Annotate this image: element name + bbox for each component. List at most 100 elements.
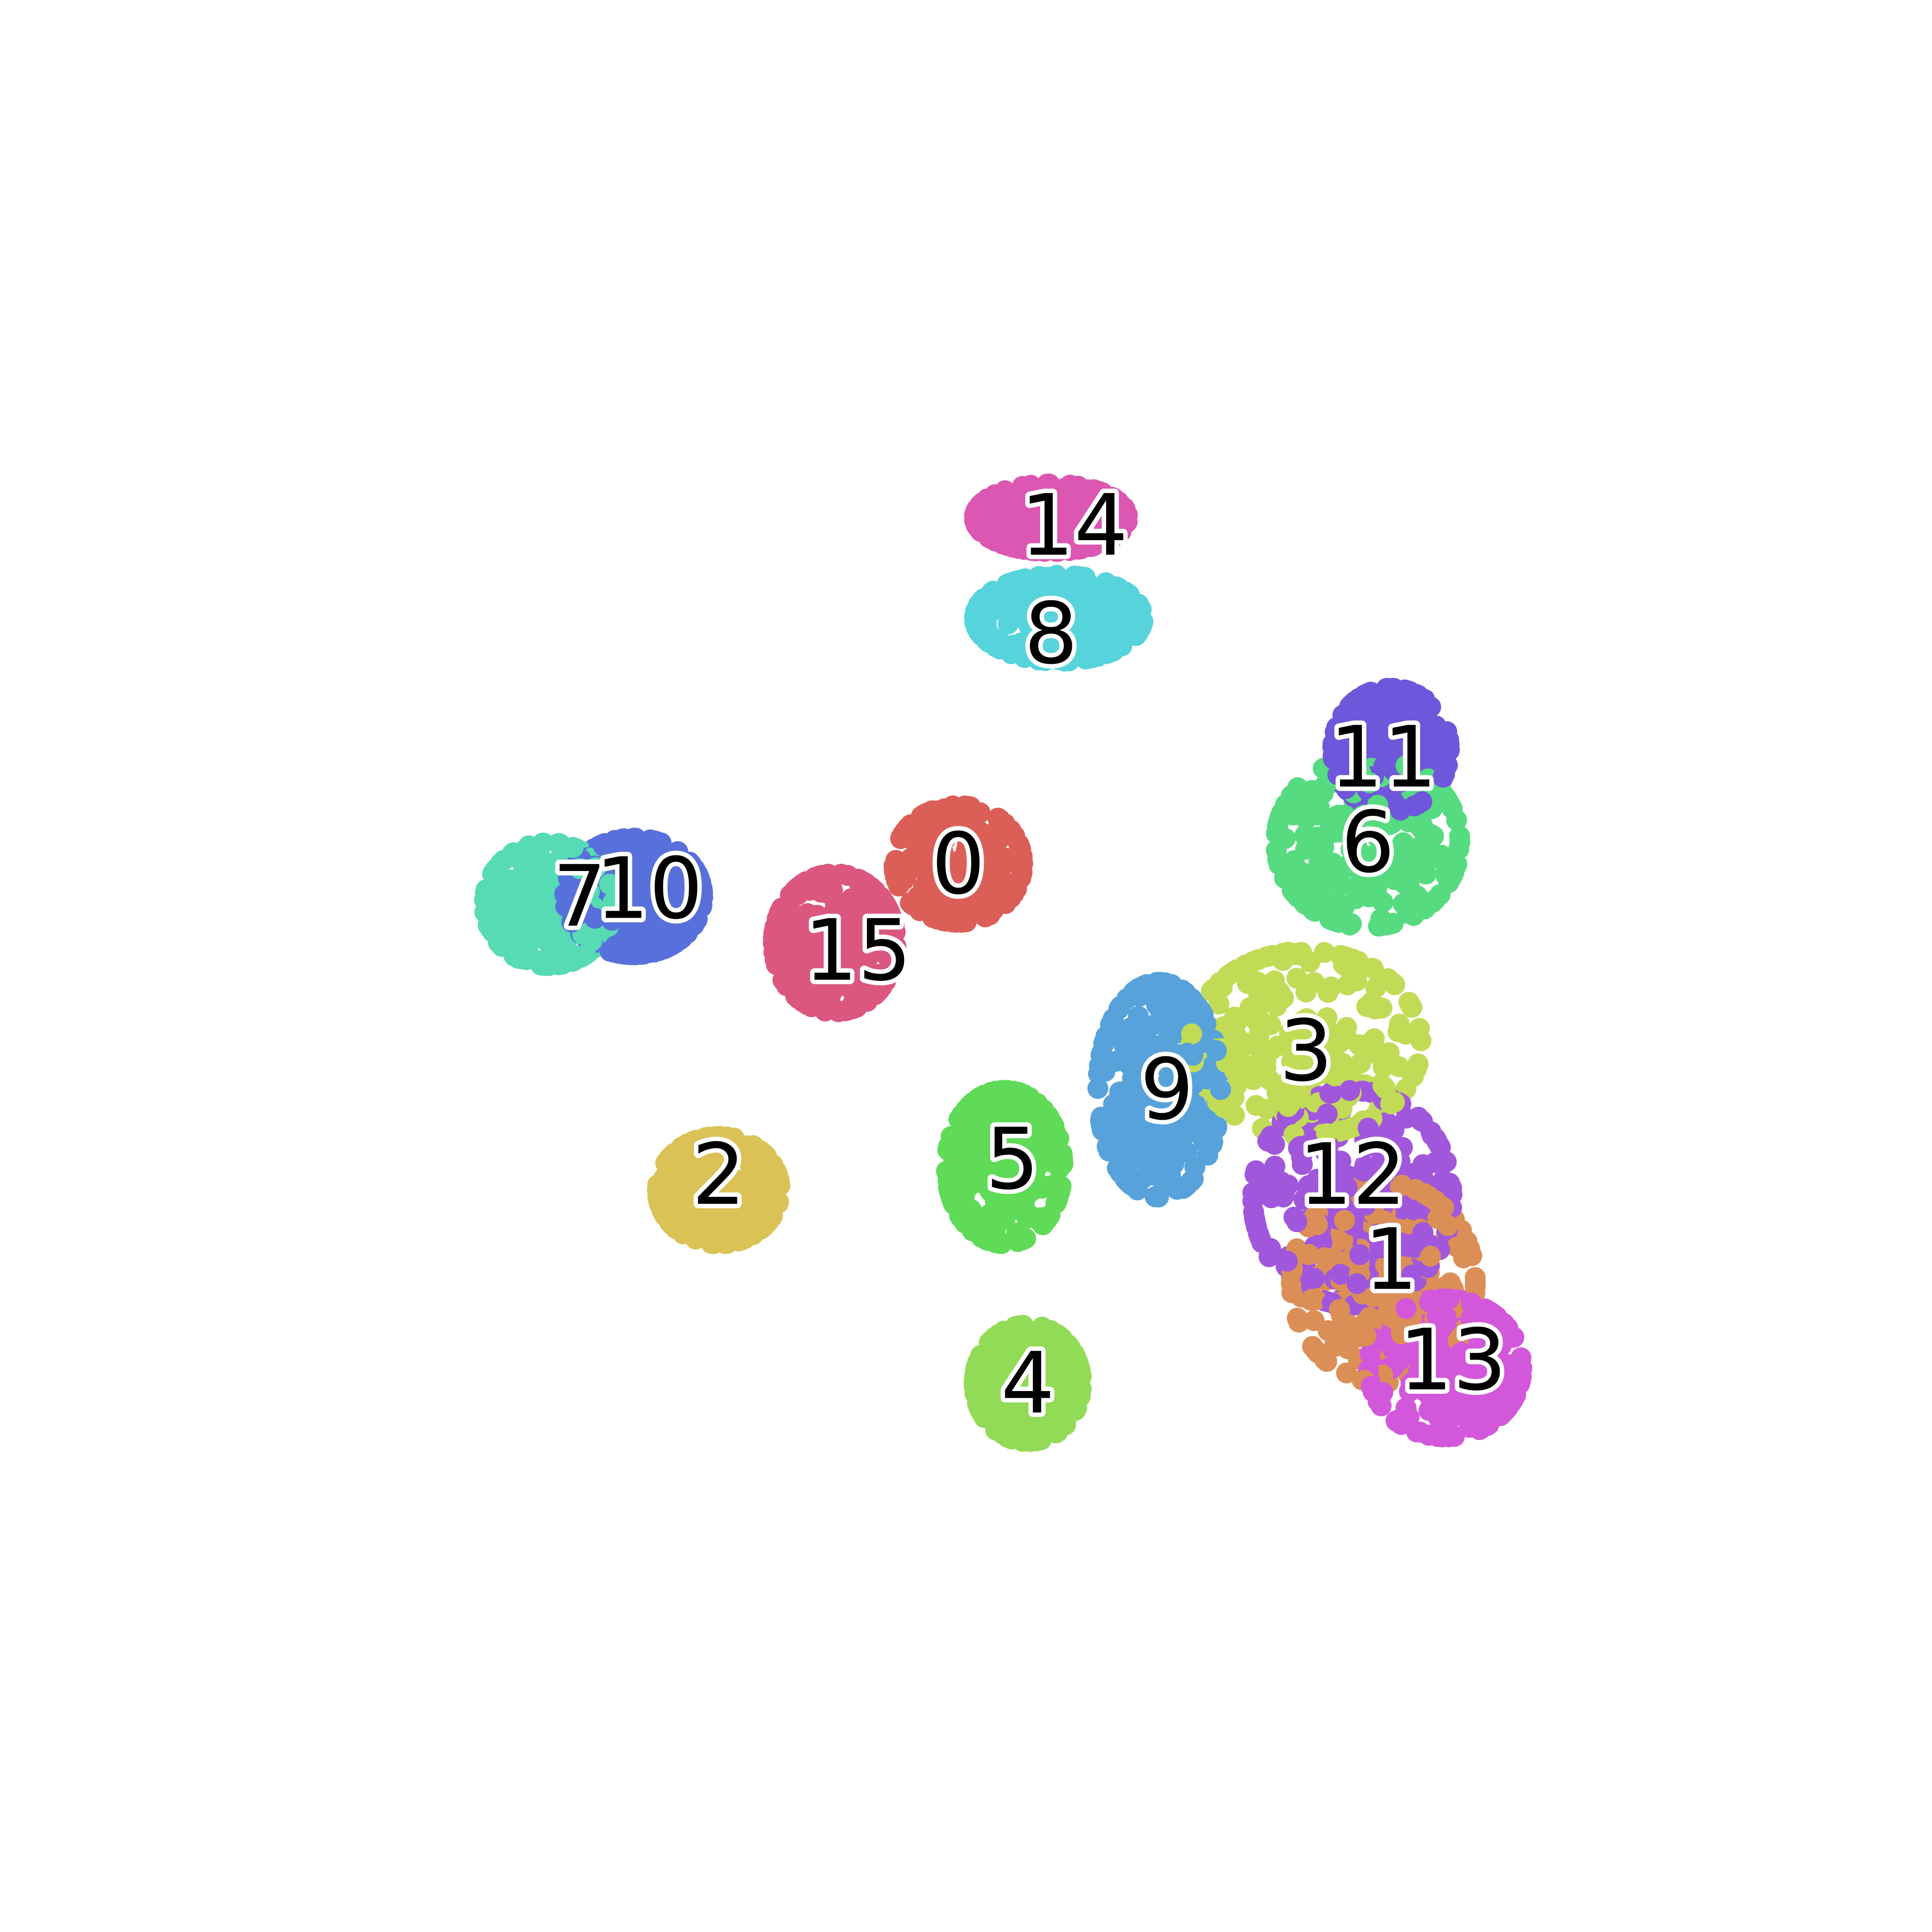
point-cluster-15 (828, 1001, 849, 1022)
point-cluster-3 (1362, 958, 1384, 979)
point-cluster-8 (964, 612, 985, 634)
point-cluster-2 (664, 1210, 685, 1230)
point-cluster-1 (1317, 1320, 1339, 1341)
point-cluster-14 (999, 535, 1020, 556)
point-cluster-3 (1336, 947, 1358, 968)
point-cluster-5 (1052, 1152, 1073, 1173)
cluster-label-5: 5 (985, 1110, 1039, 1209)
point-cluster-4 (1071, 1366, 1092, 1387)
point-cluster-1 (1314, 1247, 1335, 1268)
point-cluster-6 (1319, 908, 1340, 930)
point-cluster-1 (1405, 1179, 1426, 1200)
cluster-label-9: 9 (1140, 1040, 1194, 1139)
point-cluster-3 (1260, 1014, 1281, 1035)
cluster-label-6: 6 (1341, 793, 1395, 892)
point-cluster-10 (653, 938, 674, 960)
point-cluster-3 (1295, 981, 1317, 1003)
point-cluster-5 (1032, 1214, 1053, 1235)
point-cluster-0 (994, 813, 1016, 834)
point-cluster-3 (1278, 942, 1299, 963)
point-cluster-13 (1427, 1426, 1448, 1447)
point-cluster-3 (1365, 977, 1386, 999)
point-cluster-5 (1046, 1126, 1067, 1147)
point-cluster-5 (939, 1183, 961, 1205)
point-cluster-3 (1259, 1069, 1280, 1090)
point-cluster-9 (1166, 1179, 1188, 1200)
point-cluster-8 (997, 601, 1019, 622)
point-cluster-6 (1402, 902, 1423, 923)
point-cluster-0 (906, 834, 927, 856)
point-cluster-12 (1410, 1110, 1431, 1131)
point-cluster-6 (1449, 831, 1470, 852)
point-cluster-5 (974, 1228, 996, 1250)
point-cluster-8 (988, 629, 1009, 650)
point-cluster-3 (1401, 997, 1422, 1018)
point-cluster-6 (1425, 889, 1446, 910)
point-cluster-9 (1141, 1150, 1162, 1171)
cluster-label-13: 13 (1399, 1311, 1507, 1410)
cluster-label-14: 14 (1020, 476, 1128, 575)
point-cluster-4 (1026, 1430, 1047, 1451)
point-cluster-1 (1305, 1340, 1326, 1360)
point-cluster-6 (1299, 794, 1320, 815)
point-cluster-9 (1088, 1063, 1109, 1084)
point-cluster-14 (982, 493, 1003, 514)
point-cluster-5 (1015, 1228, 1036, 1249)
point-cluster-4 (970, 1401, 991, 1422)
point-cluster-8 (1075, 594, 1096, 615)
cluster-label-0: 0 (931, 815, 985, 913)
point-cluster-6 (1446, 809, 1467, 831)
point-cluster-13 (1510, 1368, 1532, 1389)
cluster-label-2: 2 (692, 1125, 746, 1224)
point-cluster-4 (1053, 1370, 1074, 1391)
point-cluster-12 (1257, 1131, 1278, 1152)
cluster-label-1: 1 (1364, 1210, 1418, 1309)
point-cluster-3 (1248, 985, 1269, 1006)
point-cluster-9 (1122, 1149, 1143, 1170)
point-cluster-9 (1127, 1179, 1148, 1201)
point-cluster-12 (1339, 1080, 1360, 1101)
point-cluster-3 (1317, 982, 1339, 1003)
point-cluster-12 (1249, 1227, 1270, 1248)
point-cluster-13 (1459, 1417, 1480, 1438)
point-cluster-10 (623, 936, 645, 958)
cluster-label-15: 15 (804, 901, 912, 1000)
point-cluster-13 (1419, 1291, 1440, 1313)
point-cluster-2 (728, 1230, 749, 1251)
point-cluster-3 (1372, 1075, 1393, 1096)
point-cluster-0 (909, 900, 931, 921)
point-cluster-3 (1213, 1097, 1234, 1118)
point-cluster-2 (657, 1150, 678, 1171)
cluster-label-12: 12 (1298, 1125, 1406, 1224)
point-cluster-15 (854, 872, 875, 893)
point-cluster-1 (1281, 1282, 1302, 1303)
point-cluster-11 (1399, 688, 1420, 710)
point-cluster-3 (1222, 962, 1244, 983)
cluster-label-4: 4 (1001, 1334, 1055, 1432)
point-cluster-6 (1295, 838, 1316, 860)
point-cluster-7 (482, 863, 503, 885)
point-cluster-12 (1304, 1267, 1325, 1289)
point-cluster-0 (911, 805, 932, 827)
point-cluster-0 (886, 870, 907, 892)
point-cluster-9 (1103, 1094, 1124, 1115)
point-cluster-12 (1261, 1187, 1282, 1208)
point-cluster-13 (1398, 1407, 1420, 1428)
point-cluster-12 (1277, 1251, 1298, 1272)
point-cluster-6 (1394, 840, 1416, 861)
point-cluster-5 (980, 1090, 1002, 1111)
point-cluster-12 (1412, 1154, 1434, 1175)
point-cluster-12 (1317, 1103, 1338, 1125)
point-cluster-5 (961, 1093, 983, 1114)
point-cluster-12 (1432, 1170, 1454, 1191)
point-cluster-6 (1372, 892, 1393, 913)
point-cluster-6 (1268, 854, 1290, 875)
point-cluster-3 (1314, 942, 1335, 963)
point-cluster-7 (531, 863, 553, 885)
point-cluster-7 (502, 843, 523, 864)
point-cluster-9 (1105, 1134, 1127, 1156)
point-cluster-12 (1250, 1170, 1271, 1191)
point-cluster-9 (1105, 1051, 1127, 1072)
point-cluster-12 (1278, 1174, 1299, 1196)
